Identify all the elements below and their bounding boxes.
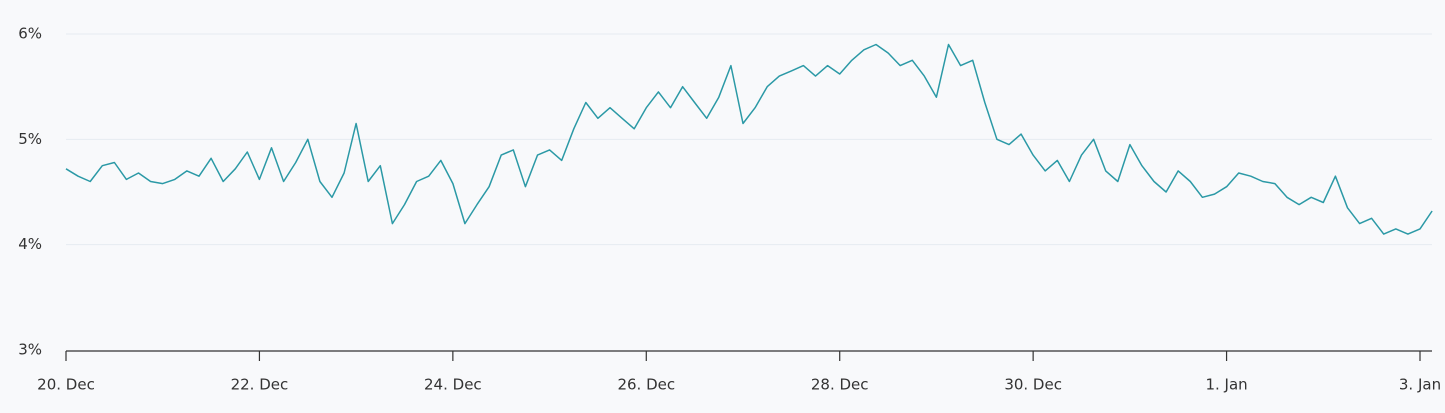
x-tick-label: 20. Dec — [37, 376, 95, 394]
x-tick-label: 24. Dec — [424, 376, 482, 394]
x-tick-label: 30. Dec — [1004, 376, 1062, 394]
x-tick-label: 22. Dec — [231, 376, 289, 394]
line — [65, 43, 1433, 235]
x-tick-label: 3. Jan — [1399, 376, 1441, 394]
y-tick-label: 3% — [18, 341, 42, 359]
y-tick-label: 6% — [18, 25, 42, 43]
y-tick-label: 5% — [18, 130, 42, 148]
x-tick-label: 28. Dec — [811, 376, 869, 394]
x-tick-label: 1. Jan — [1205, 376, 1247, 394]
x-tick-label: 26. Dec — [617, 376, 675, 394]
y-tick-label: 4% — [18, 235, 42, 253]
